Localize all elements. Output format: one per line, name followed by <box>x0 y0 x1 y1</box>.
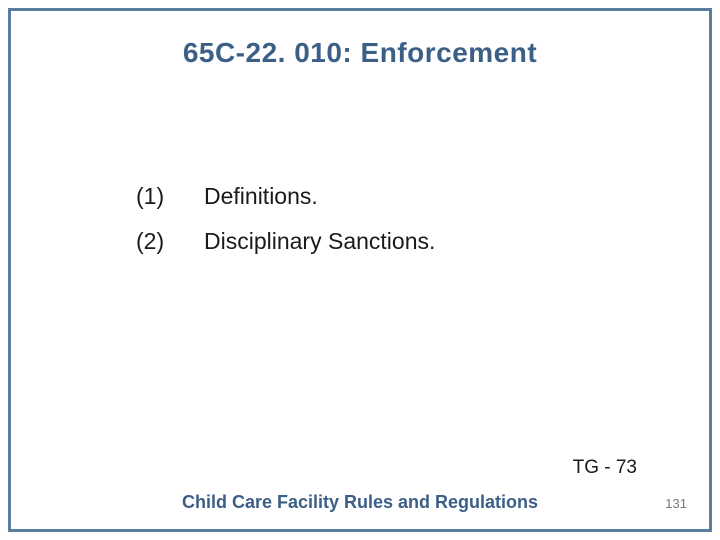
footer-title: Child Care Facility Rules and Regulation… <box>11 492 709 513</box>
list-item-number: (1) <box>136 183 204 210</box>
slide-frame: 65C-22. 010: Enforcement (1) Definitions… <box>8 8 712 532</box>
slide-container: 65C-22. 010: Enforcement (1) Definitions… <box>0 0 720 540</box>
list-item: (1) Definitions. <box>136 183 435 210</box>
list-item-text: Disciplinary Sanctions. <box>204 228 435 255</box>
list-item: (2) Disciplinary Sanctions. <box>136 228 435 255</box>
tg-reference: TG - 73 <box>573 457 637 479</box>
page-number: 131 <box>665 496 687 511</box>
slide-title: 65C-22. 010: Enforcement <box>11 37 709 69</box>
content-list: (1) Definitions. (2) Disciplinary Sancti… <box>136 183 435 273</box>
list-item-text: Definitions. <box>204 183 318 210</box>
list-item-number: (2) <box>136 228 204 255</box>
